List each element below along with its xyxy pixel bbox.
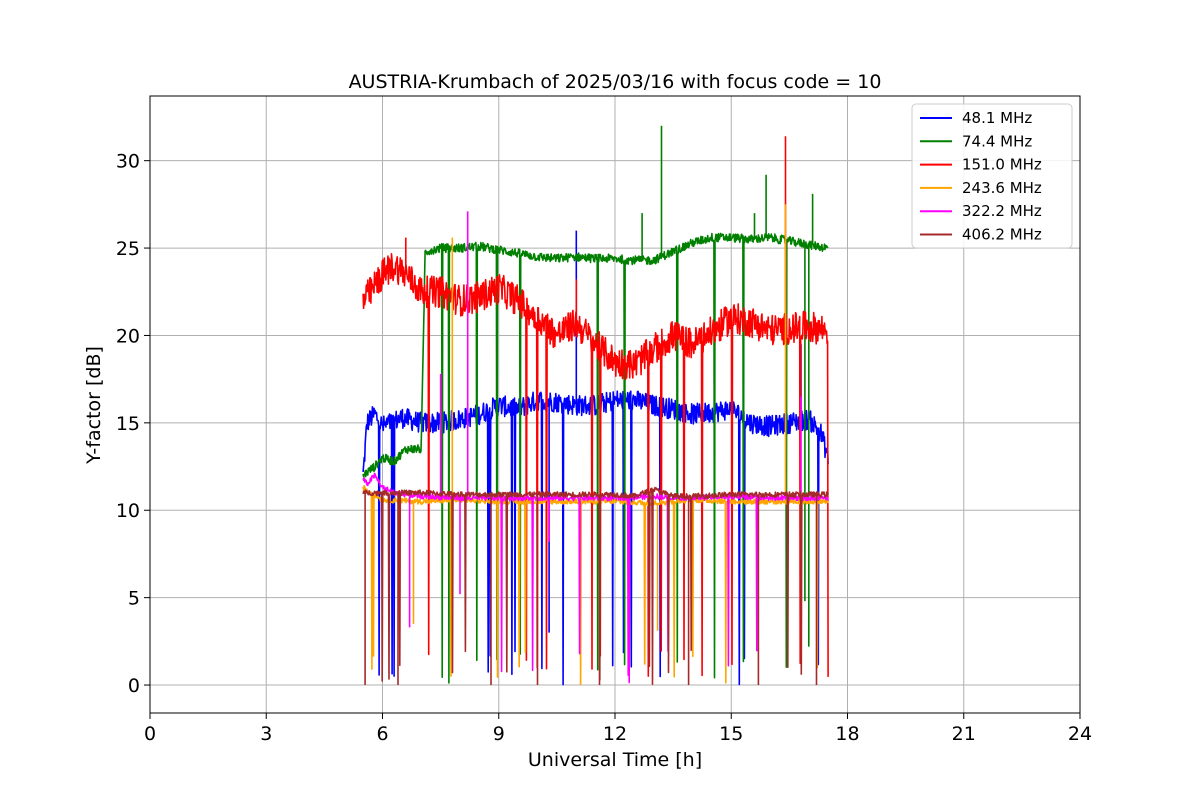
series-line [362, 125, 829, 684]
x-tick-label: 0 [144, 723, 156, 745]
series-line [362, 211, 829, 684]
legend-label: 151.0 MHz [962, 156, 1042, 174]
x-tick-label: 15 [719, 723, 743, 745]
y-tick-label: 10 [116, 500, 140, 522]
series-line [362, 486, 829, 685]
x-tick-label: 24 [1068, 723, 1092, 745]
y-tick-label: 25 [116, 238, 140, 260]
legend-label: 74.4 MHz [962, 132, 1032, 150]
x-tick-label: 18 [835, 723, 859, 745]
x-tick-label: 9 [493, 723, 505, 745]
series-layer [362, 125, 829, 686]
x-axis-label: Universal Time [h] [528, 749, 702, 771]
chart-title: AUSTRIA-Krumbach of 2025/03/16 with focu… [349, 71, 882, 93]
y-tick-label: 20 [116, 325, 140, 347]
x-tick-label: 6 [376, 723, 388, 745]
y-tick-label: 15 [116, 413, 140, 435]
x-tick-label: 21 [952, 723, 976, 745]
x-tick-label: 3 [260, 723, 272, 745]
legend: 48.1 MHz 74.4 MHz 151.0 MHz 243.6 MHz 32… [911, 103, 1073, 249]
y-tick-label: 0 [128, 675, 140, 697]
legend-label: 243.6 MHz [962, 179, 1042, 197]
x-axis-ticks: 0 3 6 9 12 15 18 21 24 [144, 713, 1092, 745]
legend-label: 48.1 MHz [962, 109, 1032, 127]
series-line [362, 204, 829, 686]
x-tick-label: 12 [603, 723, 627, 745]
legend-label: 406.2 MHz [962, 226, 1042, 244]
y-tick-label: 30 [116, 151, 140, 173]
legend-label: 322.2 MHz [962, 202, 1042, 220]
y-axis-ticks: 0 5 10 15 20 25 30 [116, 151, 150, 697]
y-tick-label: 5 [128, 588, 140, 610]
y-axis-label: Y-factor [dB] [83, 346, 105, 465]
